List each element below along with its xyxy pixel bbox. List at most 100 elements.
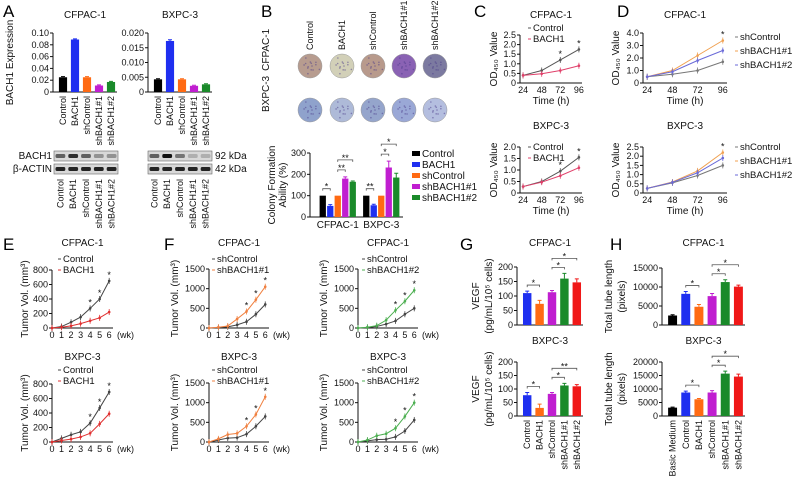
colony-dot	[437, 69, 439, 71]
blot-lane-label: shBACH1#2	[107, 179, 117, 229]
x-tick-label: 0	[206, 444, 211, 454]
colony-dot	[409, 61, 411, 64]
y-tick-label: 0	[349, 323, 354, 333]
legend-label: Control	[63, 254, 94, 265]
significance-label: *	[412, 392, 416, 402]
colony-dot	[304, 106, 307, 109]
y-tick-label: 1000	[185, 398, 205, 408]
colony-dot	[315, 107, 317, 110]
category-label: shControl	[82, 96, 92, 135]
x-tick-label: 2	[69, 444, 74, 454]
x-axis-label: Time (h)	[533, 206, 570, 217]
legend-label: shBACH1#1	[740, 156, 792, 167]
y-tick-label: 1.0	[503, 165, 516, 175]
colony-dot	[305, 101, 307, 103]
colony-row-label: CFPAC-1	[261, 28, 272, 70]
y-tick-label: 4.0	[626, 28, 639, 38]
colony-dot	[342, 62, 345, 65]
x-tick-label: 2	[225, 330, 230, 340]
colony-dot	[305, 57, 307, 59]
y-tick-label: 500	[190, 303, 205, 313]
significance-label: *	[717, 267, 721, 277]
colony-dot	[344, 69, 346, 71]
category-label: shBACH1#2	[733, 420, 743, 470]
blot-lane-label: BACH1	[68, 179, 78, 209]
y-tick-label: 0	[508, 320, 513, 330]
error-bar	[550, 392, 554, 394]
y-tick-label: 0	[653, 411, 658, 421]
y-tick-label: 0.02	[31, 75, 49, 85]
colony-dot	[367, 106, 370, 109]
y-tick-label: 50	[503, 398, 513, 408]
significance-label: *	[387, 137, 391, 147]
y-axis-label: VEGF	[471, 375, 482, 402]
colony-dot	[368, 101, 370, 103]
y-tick-label: 0	[511, 78, 516, 88]
chart-title: CFPAC-1	[664, 10, 706, 21]
colony-row-label: BXPC-3	[261, 75, 272, 112]
colony-dot	[404, 106, 407, 109]
x-tick-label: 4	[88, 330, 93, 340]
colony-dot	[400, 111, 403, 113]
y-tick-label: 20000	[633, 357, 658, 367]
legend-label: shControl	[367, 254, 408, 265]
y-tick-label: 0	[653, 320, 658, 330]
y-tick-label: 0.015	[121, 43, 144, 53]
colony-dot	[339, 65, 341, 68]
colony-dot	[306, 111, 309, 113]
category-label: shControl	[547, 420, 557, 459]
blot-band	[68, 167, 79, 171]
legend-label: Control	[533, 142, 564, 153]
significance-bracket	[380, 153, 390, 157]
legend-label: shBACH1#1	[740, 46, 792, 57]
legend-label: BACH1	[533, 34, 565, 45]
category-label: Control	[681, 420, 691, 449]
colony-dot	[398, 106, 401, 109]
chart-title: BXPC-3	[667, 121, 704, 132]
significance-bracket	[711, 364, 726, 368]
colony-dish	[329, 97, 355, 123]
y-axis-label: VEGF	[471, 282, 482, 309]
colony-row-labels: BXPC-3 CFPAC-1	[261, 28, 272, 112]
bar	[668, 315, 678, 325]
y-tick-label: 0	[634, 188, 639, 198]
y-tick-label: 150	[498, 277, 513, 287]
category-label: shBACH1#2	[201, 96, 211, 146]
panel-letter: B	[261, 2, 272, 21]
colony-dot	[428, 108, 430, 110]
panel-letter: C	[474, 2, 486, 21]
error-bar	[85, 76, 89, 78]
x-tick-label: 48	[537, 85, 547, 95]
chart-title: CFPAC-1	[61, 238, 103, 249]
colony-dot	[405, 109, 407, 111]
bar	[58, 77, 68, 92]
y-tick-label: 1.5	[503, 49, 516, 59]
y-tick-label: 0	[44, 87, 49, 97]
blot-kda-label: 92 kDa	[215, 151, 247, 162]
colony-dot	[343, 109, 345, 111]
legend-label: BACH1	[63, 376, 95, 387]
x-tick-label: 6	[412, 444, 417, 454]
x-tick-label: 48	[667, 85, 677, 95]
y-tick-label: 10000	[633, 384, 658, 394]
bar	[560, 278, 569, 325]
x-axis-label: Time (h)	[667, 96, 704, 107]
colony-dot	[372, 105, 375, 107]
series-line	[647, 61, 723, 78]
blot-band	[200, 167, 211, 171]
colony-dot	[432, 109, 434, 112]
significance-label: *	[394, 417, 398, 427]
bar	[378, 195, 385, 217]
y-axis-label: Tumor Vol. (mm³)	[319, 260, 330, 337]
error-bar	[525, 392, 530, 396]
blot-band	[81, 167, 91, 171]
bar	[349, 181, 356, 217]
significance-label: *	[263, 386, 267, 396]
significance-label: *	[245, 415, 249, 425]
colony-dot	[342, 106, 345, 109]
error-bar	[371, 203, 376, 206]
blot-band	[149, 154, 160, 158]
colony-dot	[429, 106, 432, 109]
x-tick-label: 96	[574, 195, 584, 205]
bar	[560, 385, 569, 416]
